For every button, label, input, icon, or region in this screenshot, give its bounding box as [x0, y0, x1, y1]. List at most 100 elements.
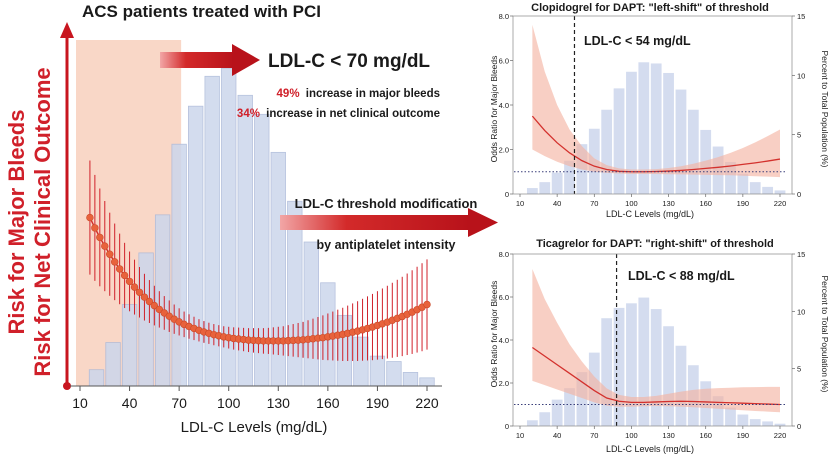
middle-arrow-shaft [280, 215, 470, 230]
risk-point [115, 265, 124, 273]
ticagrelor-y-left-label: Odds Ratio for Major Bleeds [489, 281, 499, 388]
main-chart: ACS patients treated with PCI Risk for M… [4, 2, 442, 436]
clopidogrel-bar-130 [663, 72, 674, 194]
ticagrelor-y-left-tick-label: 8.0 [499, 250, 509, 259]
risk-point [145, 297, 154, 306]
ticagrelor-y-right-tick-label: 10 [797, 307, 805, 316]
ticagrelor-y-right-tick-label: 5 [797, 365, 801, 374]
clopidogrel-y-right-tick-label: 15 [797, 12, 805, 21]
main-bar-90 [204, 75, 220, 387]
risk-point [423, 300, 431, 309]
clopidogrel-bar-50 [564, 160, 575, 194]
ticagrelor-bar-20 [526, 420, 538, 426]
clopidogrel-confidence-band [532, 24, 780, 178]
middle-arrow-line2: by antiplatelet intensity [317, 238, 456, 252]
main-risk-curve [86, 160, 431, 362]
main-bar-150 [303, 241, 319, 387]
main-x-tick-label: 70 [171, 395, 187, 411]
main-bar-190 [369, 355, 386, 387]
clopidogrel-x-tick-label: 220 [774, 199, 787, 208]
main-threshold-label: LDL-C < 70 mg/dL [268, 51, 430, 72]
main-x-tick-label: 190 [366, 395, 390, 411]
risk-point [101, 242, 109, 250]
ticagrelor-bar-50 [564, 388, 575, 426]
main-bar-30 [105, 342, 121, 387]
risk-point [86, 213, 94, 222]
clopidogrel-threshold-label: LDL-C < 54 mg/dL [584, 34, 691, 48]
ticagrelor-bar-130 [663, 326, 674, 426]
ticagrelor-bar-60 [576, 372, 588, 426]
main-bar-50 [138, 252, 154, 387]
main-x-ticks: 10 40 70 100 130 160 190 220 [72, 386, 439, 411]
y-axis-label-major-bleeds: Risk for Major Bleeds [4, 110, 29, 335]
risk-point [135, 288, 144, 296]
clopidogrel-y-left-tick-label: 4.0 [499, 101, 509, 110]
risk-point [150, 301, 159, 310]
ticagrelor-or-curve [514, 254, 786, 426]
main-bar-220 [419, 377, 435, 387]
ticagrelor-x-label: LDL-C Levels (mg/dL) [606, 444, 694, 454]
ticagrelor-threshold-label: LDL-C < 88 mg/dL [628, 269, 735, 283]
clopidogrel-y-left-tick-label: 0 [505, 190, 509, 199]
clopidogrel-or-curve [514, 16, 786, 194]
ticagrelor-bar-220 [774, 423, 786, 426]
main-bar-70 [171, 143, 187, 387]
threshold-modification-arrow: LDL-C threshold modification by antiplat… [280, 196, 498, 252]
clopidogrel-bar-40 [551, 172, 563, 194]
risk-point [91, 224, 99, 232]
ticagrelor-y-left-tick-label: 2.0 [499, 379, 509, 388]
ticagrelor-y-right-tick-label: 0 [797, 422, 801, 431]
stat-major-bleeds-text: increase in major bleeds [306, 88, 440, 100]
ticagrelor-bar-170 [712, 396, 724, 426]
risk-point [96, 233, 104, 242]
clopidogrel-bar-140 [675, 89, 687, 194]
main-bar-60 [154, 214, 171, 387]
clopidogrel-bar-110 [638, 62, 650, 194]
ticagrelor-bar-140 [675, 345, 687, 426]
clopidogrel-y-right-tick-label: 5 [797, 131, 801, 140]
clopidogrel-bar-180 [725, 161, 736, 194]
clopidogrel-y-right-label: Percent to Total Population (%) [820, 50, 830, 167]
main-bar-170 [336, 314, 353, 387]
main-bar-200 [386, 361, 402, 387]
clopidogrel-bar-220 [774, 190, 786, 194]
ticagrelor-y-left-tick-label: 0 [505, 422, 509, 431]
middle-arrow-line1: LDL-C threshold modification [295, 196, 478, 211]
risk-point [130, 283, 139, 291]
ticagrelor-bar-110 [638, 297, 650, 426]
ticagrelor-confidence-band [532, 269, 780, 413]
ticagrelor-x-tick-label: 190 [737, 431, 750, 440]
clopidogrel-y-left-tick-label: 2.0 [499, 146, 509, 155]
clopidogrel-x-tick-label: 160 [699, 199, 712, 208]
clopidogrel-x-tick-label: 40 [553, 199, 561, 208]
ticagrelor-x-tick-label: 220 [774, 431, 787, 440]
clopidogrel-axes: 10 40 70 100 130 160 190 220 0 2.0 4.0 6.0 8.0 0 5 10 15 [499, 12, 806, 208]
clopidogrel-bar-200 [749, 182, 761, 194]
main-bar-20 [88, 369, 105, 387]
clopidogrel-x-tick-label: 10 [516, 199, 524, 208]
clopidogrel-bar-210 [762, 186, 774, 194]
risk-point [155, 305, 164, 314]
ticagrelor-x-tick-label: 130 [662, 431, 675, 440]
threshold-arrow-shaft [160, 52, 234, 68]
main-x-tick-label: 40 [122, 395, 138, 411]
clopidogrel-y-left-tick-label: 8.0 [499, 12, 509, 21]
stat-net-clinical: 34% increase in net clinical outcome [237, 108, 440, 120]
risk-point [120, 271, 129, 280]
ticagrelor-bar-30 [539, 412, 551, 426]
ticagrelor-or-line [532, 346, 781, 406]
ticagrelor-bar-90 [613, 307, 625, 426]
ticagrelor-y-right-label: Percent to Total Population (%) [820, 275, 830, 392]
clopidogrel-y-left-tick-label: 6.0 [499, 57, 509, 66]
main-x-tick-label: 220 [415, 395, 439, 411]
clopidogrel-bar-20 [526, 188, 538, 194]
clopidogrel-x-tick-label: 100 [625, 199, 638, 208]
stat-major-bleeds-pct: 49% [277, 88, 300, 100]
clopidogrel-bar-120 [650, 63, 662, 194]
clopidogrel-x-tick-label: 130 [662, 199, 675, 208]
risk-axis-arrowhead [60, 22, 74, 38]
main-title: ACS patients treated with PCI [82, 2, 321, 21]
main-bar-40 [121, 304, 138, 387]
main-x-axis-label: LDL-C Levels (mg/dL) [181, 419, 328, 436]
